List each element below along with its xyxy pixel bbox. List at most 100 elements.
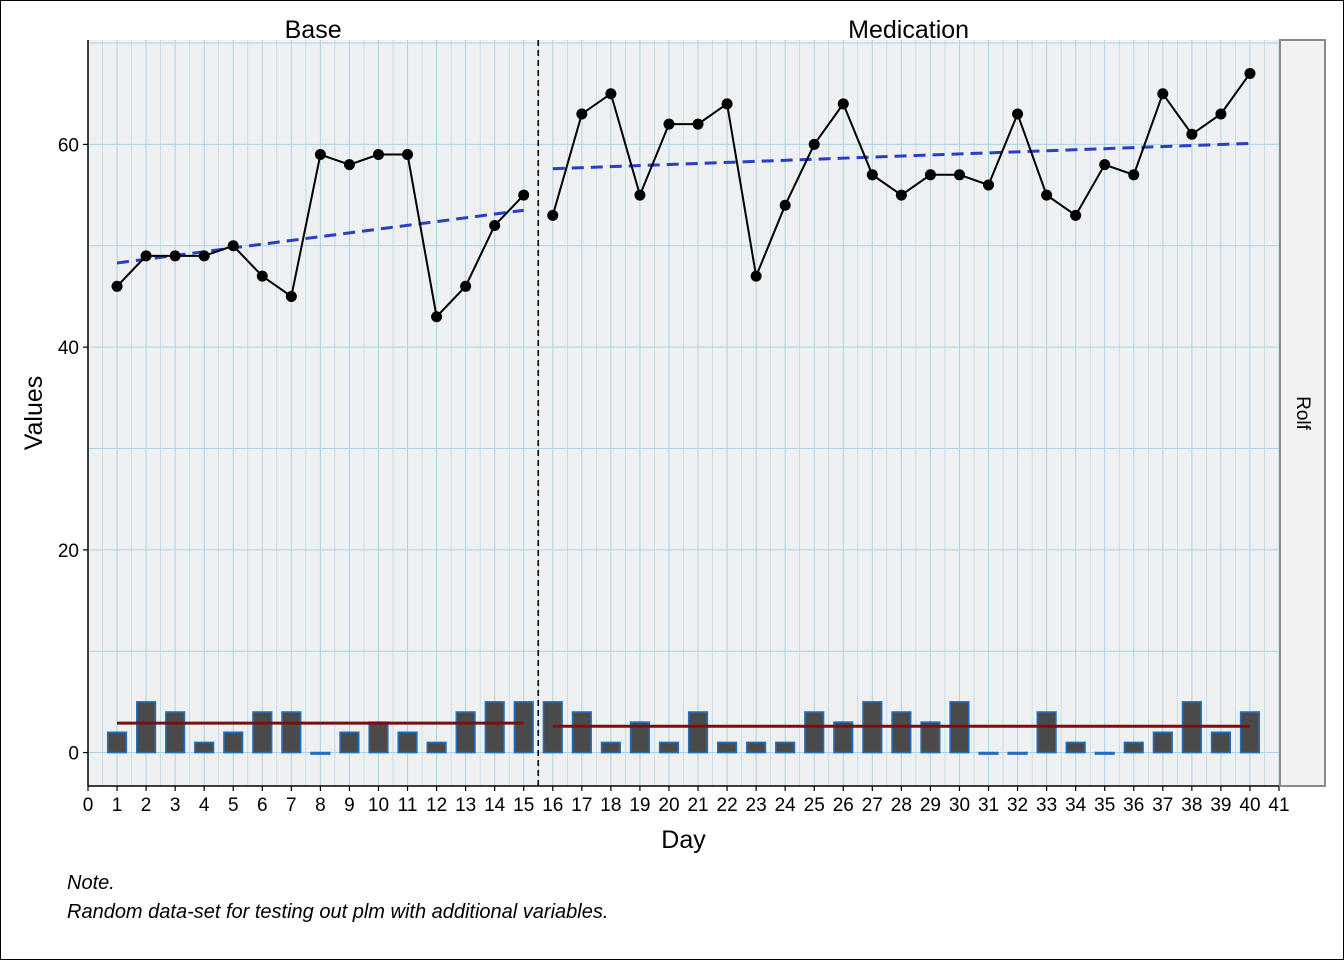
data-point [489, 219, 501, 231]
x-axis-label: Day [661, 826, 706, 854]
x-tick-label: 19 [629, 795, 650, 816]
x-tick-label: 29 [920, 795, 941, 816]
bar [746, 741, 767, 754]
x-tick-label: 39 [1210, 795, 1231, 816]
bar [1094, 751, 1115, 755]
bar [1007, 751, 1028, 755]
bar [194, 741, 215, 754]
bar [833, 721, 854, 754]
bar [310, 751, 331, 755]
y-tick-label: 20 [58, 541, 79, 562]
phase-label: Medication [848, 16, 969, 44]
x-tick-label: 3 [170, 795, 181, 816]
data-point [983, 179, 995, 191]
bar [1123, 741, 1144, 754]
trend-line-dashed [552, 141, 1251, 171]
case-strip: Rolf [1279, 39, 1326, 787]
x-tick-label: 35 [1094, 795, 1115, 816]
phase-label: Base [285, 16, 342, 44]
data-point [779, 199, 791, 211]
bar-series [106, 701, 1261, 755]
bar [1210, 731, 1231, 754]
data-point [343, 159, 355, 171]
data-point [1041, 189, 1053, 201]
x-tick-label: 33 [1036, 795, 1057, 816]
data-point [605, 88, 617, 100]
bar [1239, 711, 1261, 754]
data-point [1099, 159, 1111, 171]
x-tick-label: 13 [455, 795, 476, 816]
data-point [837, 98, 849, 110]
data-point [402, 149, 414, 161]
bar [920, 721, 941, 754]
bar [484, 701, 505, 754]
bar [1152, 731, 1173, 754]
x-tick-label: 36 [1123, 795, 1144, 816]
data-point [256, 270, 268, 282]
data-point [1012, 108, 1024, 120]
bar [397, 731, 418, 754]
x-tick-label: 11 [398, 795, 418, 816]
data-point [431, 311, 443, 323]
x-tick-label: 37 [1152, 795, 1173, 816]
data-point [1128, 169, 1140, 181]
bar [891, 711, 912, 754]
x-tick-label: 31 [978, 795, 999, 816]
data-point [1070, 209, 1082, 221]
data-point [924, 169, 936, 181]
bar [368, 721, 389, 754]
bar [687, 711, 709, 754]
x-tick-label: 24 [775, 795, 797, 816]
x-tick-label: 26 [833, 795, 854, 816]
x-tick-label: 23 [746, 795, 767, 816]
bar [136, 701, 157, 754]
bar [281, 711, 302, 754]
bar [571, 711, 592, 754]
data-point [314, 149, 326, 161]
bar [252, 711, 273, 754]
y-axis-label: Values [20, 376, 48, 451]
data-point [460, 280, 472, 292]
x-tick-label: 15 [513, 795, 534, 816]
bar [165, 711, 186, 754]
data-point [227, 240, 239, 252]
bar [223, 731, 244, 754]
data-point [663, 118, 675, 130]
data-point [808, 138, 820, 150]
bar [1065, 741, 1086, 754]
x-tick-label: 10 [368, 795, 389, 816]
x-tick-label: 17 [571, 795, 592, 816]
x-tick-label: 9 [344, 795, 355, 816]
x-tick-label: 14 [484, 795, 506, 816]
trend-lines [116, 141, 1251, 728]
data-point [169, 250, 181, 262]
y-tick-label: 40 [58, 338, 79, 359]
data-point [721, 98, 733, 110]
x-tick-label: 28 [891, 795, 912, 816]
x-tick-label: 30 [949, 795, 970, 816]
data-point [518, 189, 530, 201]
bar [658, 741, 680, 754]
data-point [1244, 67, 1256, 79]
y-tick-label: 60 [58, 135, 79, 156]
data-point [547, 209, 559, 221]
x-tick-label: 38 [1181, 795, 1202, 816]
data-point [372, 149, 384, 161]
x-tick-label: 41 [1268, 795, 1289, 816]
data-point [111, 280, 123, 292]
data-point [1157, 88, 1169, 100]
x-tick-label: 7 [286, 795, 297, 816]
x-tick-label: 1 [112, 795, 123, 816]
data-point [895, 189, 907, 201]
x-tick-label: 4 [199, 795, 210, 816]
data-point [953, 169, 965, 181]
data-point [1186, 128, 1198, 140]
bar [716, 741, 738, 754]
x-tick-label: 12 [426, 795, 447, 816]
x-tick-label: 40 [1239, 795, 1260, 816]
bar [978, 751, 999, 755]
axes: 0 1 2 3 4 5 6 7 8 9 10 11 12 13 14 15 16 17 18 19 20 21 22 23 24… [58, 40, 1290, 816]
data-point [634, 189, 646, 201]
note-title: Note. [67, 872, 115, 894]
